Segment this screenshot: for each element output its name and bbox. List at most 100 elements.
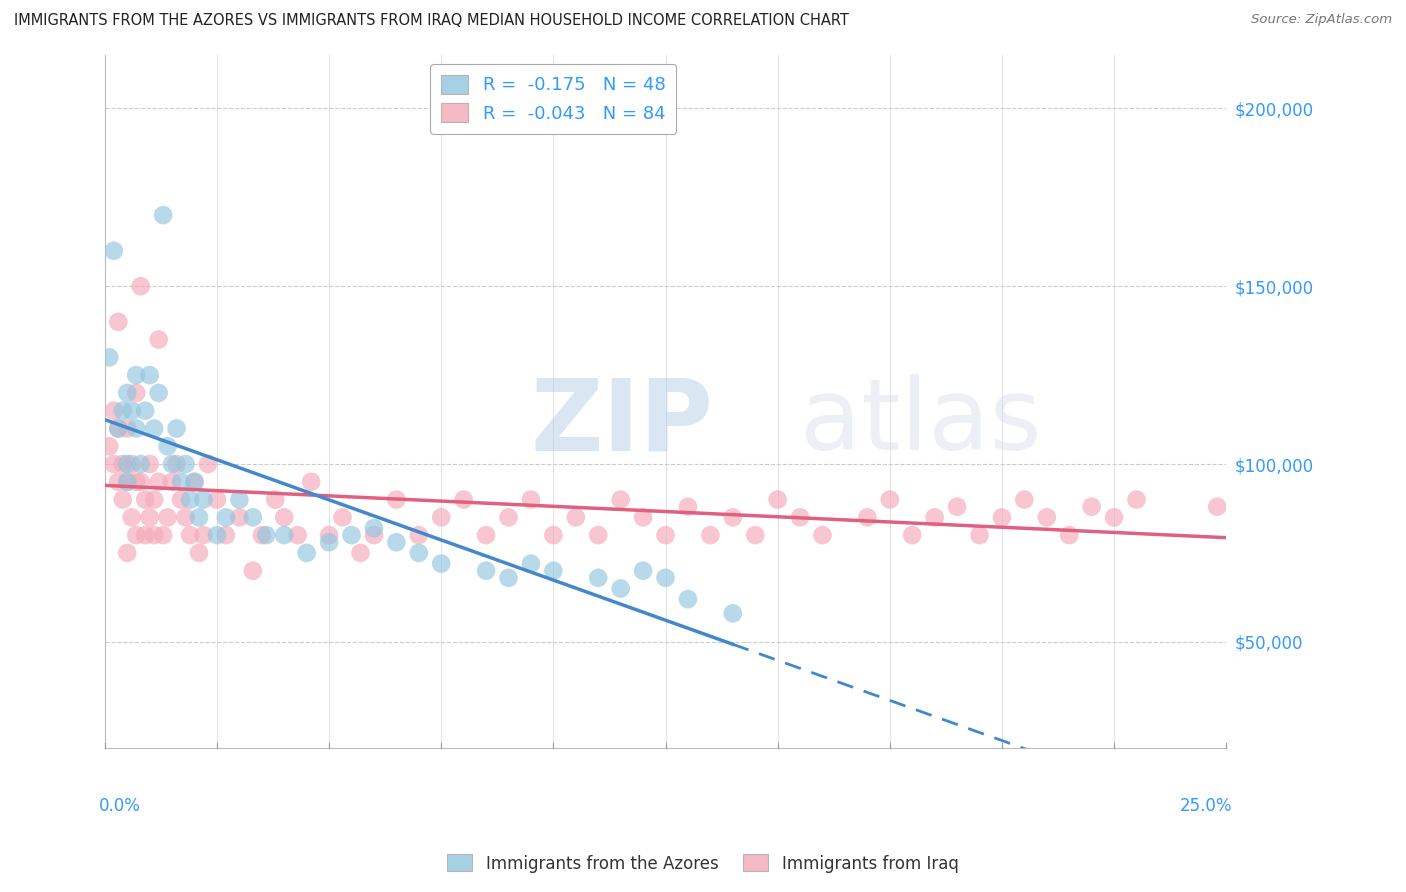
Point — [721, 607, 744, 621]
Point — [543, 528, 565, 542]
Point — [111, 457, 134, 471]
Point — [138, 457, 160, 471]
Point — [789, 510, 811, 524]
Point — [143, 421, 166, 435]
Point — [174, 510, 197, 524]
Point — [699, 528, 721, 542]
Point — [193, 492, 215, 507]
Point — [991, 510, 1014, 524]
Point — [205, 528, 228, 542]
Point — [103, 457, 125, 471]
Point — [654, 528, 676, 542]
Legend: Immigrants from the Azores, Immigrants from Iraq: Immigrants from the Azores, Immigrants f… — [440, 847, 966, 880]
Point — [160, 457, 183, 471]
Point — [170, 492, 193, 507]
Point — [363, 528, 385, 542]
Point — [134, 403, 156, 417]
Point — [586, 571, 609, 585]
Point — [332, 510, 354, 524]
Point — [107, 421, 129, 435]
Point — [138, 368, 160, 383]
Point — [183, 475, 205, 489]
Point — [586, 528, 609, 542]
Point — [125, 421, 148, 435]
Point — [254, 528, 277, 542]
Point — [228, 510, 250, 524]
Point — [107, 475, 129, 489]
Point — [475, 564, 498, 578]
Point — [340, 528, 363, 542]
Text: IMMIGRANTS FROM THE AZORES VS IMMIGRANTS FROM IRAQ MEDIAN HOUSEHOLD INCOME CORRE: IMMIGRANTS FROM THE AZORES VS IMMIGRANTS… — [14, 13, 849, 29]
Point — [287, 528, 309, 542]
Point — [543, 564, 565, 578]
Point — [430, 557, 453, 571]
Point — [183, 475, 205, 489]
Point — [174, 457, 197, 471]
Point — [197, 457, 219, 471]
Point — [134, 492, 156, 507]
Point — [152, 528, 174, 542]
Point — [1036, 510, 1059, 524]
Point — [609, 582, 631, 596]
Point — [242, 510, 264, 524]
Point — [228, 492, 250, 507]
Point — [125, 368, 148, 383]
Point — [125, 385, 148, 400]
Point — [148, 385, 170, 400]
Point — [631, 564, 654, 578]
Point — [498, 571, 520, 585]
Point — [205, 492, 228, 507]
Point — [969, 528, 991, 542]
Point — [498, 510, 520, 524]
Point — [179, 528, 201, 542]
Point — [766, 492, 789, 507]
Point — [115, 475, 138, 489]
Point — [121, 403, 143, 417]
Point — [1102, 510, 1125, 524]
Text: ZIP: ZIP — [531, 374, 714, 471]
Point — [215, 510, 238, 524]
Point — [98, 439, 121, 453]
Point — [609, 492, 631, 507]
Point — [631, 510, 654, 524]
Point — [744, 528, 766, 542]
Point — [565, 510, 588, 524]
Point — [156, 510, 179, 524]
Point — [111, 403, 134, 417]
Point — [170, 475, 193, 489]
Point — [125, 475, 148, 489]
Point — [148, 333, 170, 347]
Point — [98, 351, 121, 365]
Point — [160, 475, 183, 489]
Point — [129, 457, 152, 471]
Point — [107, 421, 129, 435]
Point — [103, 403, 125, 417]
Point — [676, 500, 699, 514]
Point — [475, 528, 498, 542]
Text: 25.0%: 25.0% — [1180, 797, 1232, 815]
Point — [129, 279, 152, 293]
Point — [1125, 492, 1147, 507]
Point — [129, 475, 152, 489]
Legend: R =  -0.175   N = 48, R =  -0.043   N = 84: R = -0.175 N = 48, R = -0.043 N = 84 — [430, 64, 676, 134]
Point — [453, 492, 475, 507]
Point — [1080, 500, 1102, 514]
Point — [193, 528, 215, 542]
Point — [152, 208, 174, 222]
Point — [103, 244, 125, 258]
Point — [156, 439, 179, 453]
Point — [856, 510, 879, 524]
Point — [520, 492, 543, 507]
Point — [721, 510, 744, 524]
Point — [242, 564, 264, 578]
Point — [215, 528, 238, 542]
Point — [143, 528, 166, 542]
Point — [946, 500, 969, 514]
Point — [121, 457, 143, 471]
Point — [250, 528, 273, 542]
Point — [188, 546, 211, 560]
Point — [134, 528, 156, 542]
Point — [166, 421, 188, 435]
Point — [107, 315, 129, 329]
Point — [115, 457, 138, 471]
